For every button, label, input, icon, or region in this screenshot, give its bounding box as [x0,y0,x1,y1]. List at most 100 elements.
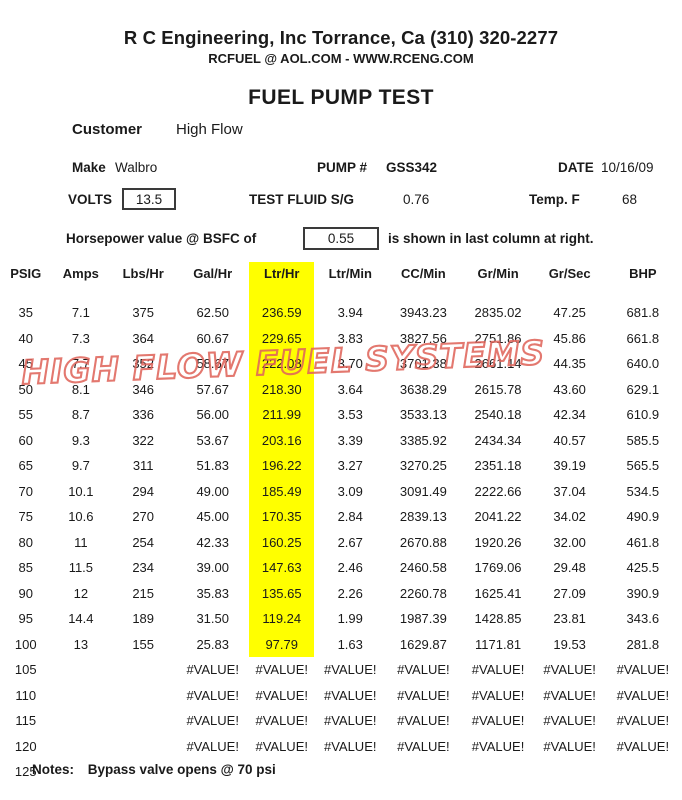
cell-ltrh: 160.25 [249,529,315,555]
cell-gal: 39.00 [196,560,229,576]
column-header-amps: Amps [62,266,99,281]
cell-amps: 8.7 [71,407,90,423]
cell-ltrh: 119.24 [249,606,315,632]
cell-grs: #VALUE! [543,687,596,703]
cell-ltrm: 2.26 [337,585,363,601]
cell-ltrm: 2.46 [337,560,363,576]
table-row: 80 11 254 42.33 160.25 2.67 2670.88 1920.26 32.0… [0,529,682,555]
cell-grs: 47.25 [553,305,586,321]
cell-lbs: 155 [132,636,155,652]
cell-amps: 10.1 [68,483,94,499]
cell-ltrh: 196.22 [249,453,315,479]
cell-bhp: #VALUE! [616,662,670,678]
cell-grm: #VALUE! [471,713,525,729]
bsfc-field[interactable]: 0.55 [303,227,379,250]
cell-ltrh: 185.49 [249,478,315,504]
cell-lbs [110,708,176,734]
column-header-psig: PSIG [10,266,42,281]
table-body: 35 7.1 375 62.50 236.59 3.94 3943.23 2835.02 47.… [0,300,682,785]
column-header-grs: Gr/Sec [548,266,591,281]
cell-lbs: 346 [132,381,155,397]
cell-psig: 105 [14,662,37,678]
cell-psig: 50 [18,381,33,397]
date-label: DATE [558,160,594,175]
cell-ccm: 3638.29 [399,381,447,397]
cell-gal: 62.50 [196,305,229,321]
cell-bhp: 640.0 [626,356,660,372]
cell-ccm: #VALUE! [397,662,450,678]
cell-amps: 11.5 [68,560,94,576]
cell-amps [52,734,111,760]
cell-grs: 23.81 [553,611,586,627]
cell-grm: 2041.22 [474,509,522,525]
cell-amps: 10.6 [68,509,94,525]
cell-ltrm: 3.83 [337,330,363,346]
cell-lbs: 215 [132,585,155,601]
cell-lbs: 189 [132,611,155,627]
table-row: 90 12 215 35.83 135.65 2.26 2260.78 1625.41 27.0… [0,580,682,606]
cell-ltrh: 229.65 [249,325,315,351]
cell-amps [52,657,111,683]
cell-ltrh: 211.99 [249,402,315,428]
date-value: 10/16/09 [601,160,654,175]
cell-ltrh: 218.30 [249,376,315,402]
cell-grm: 2540.18 [474,407,522,423]
cell-grs: #VALUE! [543,662,596,678]
cell-grm: 2661.14 [474,356,522,372]
cell-amps: 12 [73,585,89,601]
cell-bhp: 490.9 [626,509,660,525]
cell-ltrm: 3.94 [337,305,363,321]
cell-bhp: 343.6 [626,611,660,627]
cell-bhp: 610.9 [626,407,660,423]
cell-ltrh: 203.16 [249,427,315,453]
cell-gal: 57.67 [196,381,229,397]
cell-grs: 43.60 [553,381,586,397]
cell-amps: 7.3 [71,330,90,346]
cell-lbs: 364 [132,330,155,346]
cell-ccm: #VALUE! [397,687,450,703]
cell-grm: 1171.81 [475,636,522,652]
cell-grs: 42.34 [553,407,586,423]
cell-grs: 40.57 [553,432,586,448]
column-header-ltrh: Ltr/Hr [249,262,315,300]
pump-number-value: GSS342 [386,160,438,175]
cell-ltrm: 1.63 [337,636,363,652]
volts-field[interactable]: 13.5 [122,188,176,210]
table-header-row: PSIG Amps Lbs/Hr Gal/Hr Ltr/Hr Ltr/Min CC/Min G… [0,262,682,300]
column-header-gal: Gal/Hr [193,266,233,281]
cell-ccm: 3385.92 [399,432,447,448]
cell-ltrm: 3.64 [337,381,363,397]
cell-ltrm: 3.09 [337,483,363,499]
horsepower-bsfc-label: Horsepower value @ BSFC of [66,231,257,246]
cell-ltrm: 1.99 [337,611,363,627]
customer-label: Customer [72,121,143,138]
cell-grs: 45.86 [553,330,586,346]
cell-ccm: #VALUE! [397,738,450,754]
cell-gal: 42.33 [196,534,229,550]
table-row: 120 #VALUE! #VALUE! #VALUE! #VALUE! #VALUE! #V… [0,734,682,760]
cell-grm: 1769.06 [474,560,522,576]
column-header-grm: Gr/Min [477,266,519,281]
cell-psig: 75 [18,509,33,525]
cell-ccm: 2460.58 [399,560,447,576]
cell-ltrh: 222.08 [249,351,315,377]
cell-lbs: 322 [132,432,155,448]
notes-label: Notes: [32,762,75,777]
cell-grs: 37.04 [553,483,586,499]
cell-grm: 2351.18 [474,458,522,474]
cell-psig: 95 [18,611,33,627]
contact-header: RCFUEL @ AOL.COM - WWW.RCENG.COM [208,51,474,66]
cell-gal: 49.00 [196,483,229,499]
column-header-ccm: CC/Min [400,266,446,281]
cell-grs [536,759,604,785]
cell-amps: 9.7 [71,458,90,474]
cell-psig: 110 [15,687,37,703]
cell-amps: 8.1 [71,381,90,397]
cell-grm: 1920.26 [474,534,522,550]
cell-bhp [604,759,682,785]
cell-psig: 55 [18,407,33,423]
cell-ltrh: #VALUE! [255,738,308,754]
cell-gal: 53.67 [196,432,229,448]
cell-amps [52,683,111,709]
cell-bhp: 565.5 [626,458,660,474]
